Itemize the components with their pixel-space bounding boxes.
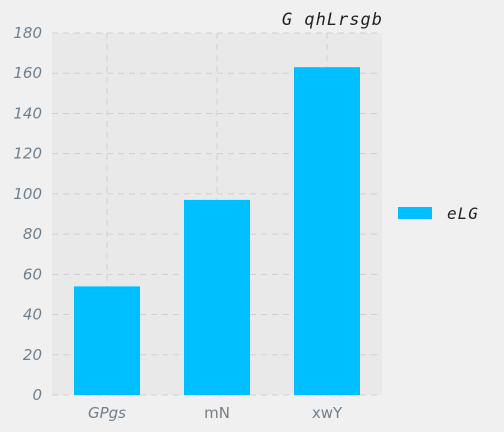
y-tick-label: 180: [13, 24, 42, 42]
bar-GPgs: [74, 286, 140, 395]
y-tick-label: 140: [13, 104, 42, 122]
y-tick-label: 0: [32, 386, 42, 404]
y-tick-label: 60: [23, 265, 42, 283]
y-tick-label: 20: [23, 346, 42, 364]
y-axis-ticks: 0 20 40 60 80 100 120 140 160 180: [13, 24, 42, 404]
x-tick-label: GPgs: [88, 404, 126, 422]
x-tick-label: xwY: [312, 404, 343, 422]
legend: eLG: [398, 204, 479, 223]
x-axis-ticks: GPgs mN xwY: [88, 404, 343, 422]
x-tick-label: mN: [204, 404, 230, 422]
bar-mN: [184, 200, 250, 395]
bar-xwY: [294, 67, 360, 395]
legend-label: eLG: [447, 204, 479, 223]
y-tick-label: 120: [13, 145, 42, 163]
y-tick-label: 160: [13, 64, 42, 82]
y-tick-label: 80: [23, 225, 42, 243]
y-tick-label: 40: [23, 306, 42, 324]
legend-swatch: [398, 207, 432, 219]
y-tick-label: 100: [13, 185, 42, 203]
chart-title: G qhLrsgb: [282, 10, 383, 30]
